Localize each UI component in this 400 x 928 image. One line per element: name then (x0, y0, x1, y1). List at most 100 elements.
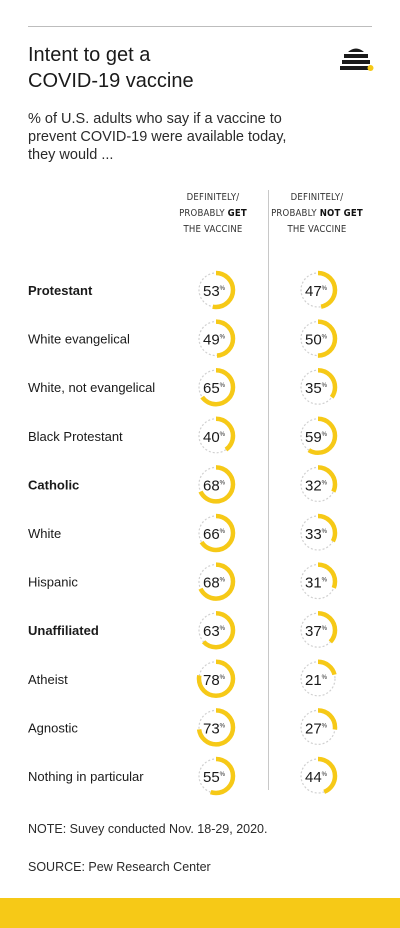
row-label: White evangelical (28, 332, 130, 347)
percent-sign: % (322, 383, 328, 389)
donut-arc (196, 708, 236, 747)
donut-arc (298, 756, 338, 796)
subtitle-line-1: % of U.S. adults who say if a vaccine to (28, 111, 282, 127)
percent-sign: % (220, 335, 226, 341)
donut-value-label: 50% (305, 332, 328, 349)
donut-arc (298, 270, 338, 310)
donut-value-label: 35% (305, 380, 328, 397)
donut-value-label: 66% (203, 526, 226, 543)
title-line-1: Intent to get a (28, 44, 151, 66)
row-label: Nothing in particular (28, 769, 144, 784)
donut-arc (196, 659, 236, 699)
percent-sign: % (220, 723, 226, 729)
donut-value-label: 73% (203, 720, 226, 737)
column-header-not-get-line-2: PROBABLY NOT GET (271, 208, 363, 219)
row-label: Unaffiliated (28, 623, 99, 638)
percent-sign: % (322, 480, 328, 486)
beehive-logo-icon (340, 48, 374, 71)
donut-value-label: 68% (203, 575, 226, 592)
chart-subtitle: % of U.S. adults who say if a vaccine to… (28, 110, 348, 164)
donut-value-label: 40% (203, 429, 226, 446)
donut-arc (196, 610, 236, 650)
donut-value-label: 63% (203, 623, 226, 640)
row-label: White, not evangelical (28, 380, 155, 395)
donut-arc (298, 367, 338, 407)
donut-arc (298, 513, 338, 553)
donut-value-label: 78% (203, 672, 226, 689)
donut-arc (196, 756, 236, 796)
top-rule (28, 26, 372, 27)
donut-arc (298, 319, 338, 358)
donut-value-label: 31% (305, 575, 328, 592)
row-label: Catholic (28, 477, 79, 492)
row-label: Agnostic (28, 720, 78, 735)
row-label: Protestant (28, 283, 93, 298)
donut-value-label: 68% (203, 477, 226, 494)
donut-arc (298, 659, 338, 699)
donut-arc (298, 416, 338, 456)
footer-bar (0, 898, 400, 928)
donut-value-label: 37% (305, 623, 328, 640)
donut-value-label: 32% (305, 477, 328, 494)
donut-value-label: 27% (305, 720, 328, 737)
column-header-get-line-1: DEFINITELY/ (186, 192, 240, 203)
donut-arc (196, 270, 236, 310)
donut-arc (298, 562, 338, 601)
percent-sign: % (220, 772, 226, 778)
percent-sign: % (220, 480, 226, 486)
row-label: Black Protestant (28, 429, 123, 444)
footnote: NOTE: Suvey conducted Nov. 18-29, 2020. (28, 822, 268, 836)
percent-sign: % (220, 675, 226, 681)
source-credit: SOURCE: Pew Research Center (28, 860, 211, 874)
donut-arc (196, 513, 236, 553)
donut-arc (196, 465, 236, 504)
column-header-get-line-3: THE VACCINE (183, 224, 243, 235)
column-divider (268, 190, 269, 790)
donut-value-label: 21% (305, 672, 328, 689)
subtitle-line-3: they would ... (28, 147, 114, 163)
donut-track (300, 661, 336, 697)
percent-sign: % (220, 626, 226, 632)
column-header-get-line-2: PROBABLY GET (179, 208, 247, 219)
donut-value-label: 47% (305, 283, 328, 300)
percent-sign: % (322, 772, 328, 778)
donut-arc (196, 319, 236, 358)
percent-sign: % (220, 529, 226, 535)
percent-sign: % (322, 626, 328, 632)
percent-sign: % (322, 432, 328, 438)
donut-value-label: 33% (305, 526, 328, 543)
column-header-get: DEFINITELY/ PROBABLY GET THE VACCINE (164, 190, 263, 238)
subtitle-line-2: prevent COVID-19 were available today, (28, 129, 287, 145)
percent-sign: % (322, 578, 328, 584)
column-header-not-get: DEFINITELY/ PROBABLY NOT GET THE VACCINE (268, 190, 367, 238)
percent-sign: % (322, 675, 328, 681)
donut-arc (196, 367, 236, 407)
donut-value-label: 49% (203, 332, 226, 349)
donut-arc (298, 610, 338, 650)
row-label: Atheist (28, 672, 68, 687)
percent-sign: % (220, 383, 226, 389)
donut-arc (196, 562, 236, 601)
donut-value-label: 65% (203, 380, 226, 397)
donut-value-label: 53% (203, 283, 226, 300)
percent-sign: % (322, 335, 328, 341)
percent-sign: % (322, 723, 328, 729)
percent-sign: % (322, 286, 328, 292)
row-label: Hispanic (28, 575, 78, 590)
donut-arc (298, 465, 338, 504)
title-line-2: COVID-19 vaccine (28, 70, 194, 92)
donut-value-label: 59% (305, 429, 328, 446)
column-header-not-get-line-3: THE VACCINE (287, 224, 347, 235)
donut-value-label: 55% (203, 769, 226, 786)
row-label: White (28, 526, 61, 541)
percent-sign: % (220, 432, 226, 438)
percent-sign: % (220, 578, 226, 584)
column-header-not-get-line-1: DEFINITELY/ (290, 192, 344, 203)
donut-value-label: 44% (305, 769, 328, 786)
donut-arc (298, 708, 338, 747)
chart-title: Intent to get a COVID-19 vaccine (28, 42, 258, 94)
percent-sign: % (322, 529, 328, 535)
percent-sign: % (220, 286, 226, 292)
donut-arc (196, 416, 236, 456)
